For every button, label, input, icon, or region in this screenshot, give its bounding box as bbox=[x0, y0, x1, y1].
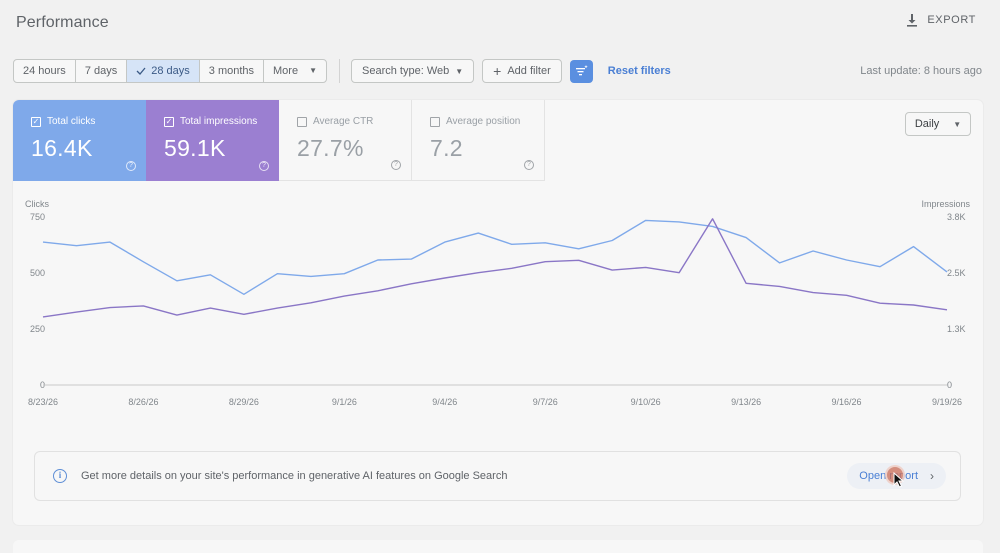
help-icon[interactable]: ? bbox=[126, 161, 136, 171]
x-tick-label: 9/1/26 bbox=[332, 397, 357, 407]
range-more-dropdown[interactable]: More ▼ bbox=[264, 60, 326, 82]
y-left-tick-label: 750 bbox=[30, 212, 45, 222]
metric-value: 59.1K bbox=[164, 135, 226, 161]
x-tick-label: 9/16/26 bbox=[832, 397, 862, 407]
x-tick-label: 9/19/26 bbox=[932, 397, 962, 407]
y-right-tick-label: 0 bbox=[947, 380, 952, 390]
open-report-button[interactable]: Open report › bbox=[847, 463, 946, 489]
checkbox-checked-icon[interactable]: ✓ bbox=[164, 116, 174, 127]
toolbar: 24 hours 7 days 28 days 3 months More ▼ … bbox=[13, 59, 982, 83]
range-28-days[interactable]: 28 days bbox=[127, 60, 200, 82]
metric-label: Total impressions bbox=[180, 116, 258, 127]
performance-card: ✓ Total clicks 16.4K ? ✓ Total impressio… bbox=[13, 100, 983, 525]
page-title: Performance bbox=[16, 14, 109, 31]
series-line-impressions bbox=[42, 218, 948, 318]
plus-icon: + bbox=[493, 63, 502, 79]
help-icon[interactable]: ? bbox=[391, 160, 401, 170]
series-line-clicks bbox=[42, 219, 948, 296]
toolbar-divider bbox=[339, 59, 340, 83]
date-range-selector: 24 hours 7 days 28 days 3 months More ▼ bbox=[13, 59, 327, 83]
range-24-hours[interactable]: 24 hours bbox=[14, 60, 76, 82]
ai-features-banner: i Get more details on your site's perfor… bbox=[34, 451, 961, 501]
metric-label: Average CTR bbox=[313, 116, 374, 127]
performance-chart: Clicks Impressions 0 250 500 750 0 1.3K 2.5K 3.8K… bbox=[25, 199, 971, 407]
next-card bbox=[13, 540, 983, 553]
x-tick-label: 9/13/26 bbox=[731, 397, 761, 407]
checkbox-unchecked-icon[interactable] bbox=[297, 116, 307, 127]
chevron-right-icon: › bbox=[930, 469, 934, 483]
metric-value: 16.4K bbox=[31, 135, 93, 161]
check-icon bbox=[136, 67, 146, 75]
metric-total-clicks[interactable]: ✓ Total clicks 16.4K ? bbox=[13, 100, 146, 181]
search-type-dropdown[interactable]: Search type: Web ▼ bbox=[351, 59, 475, 83]
last-update-text: Last update: 8 hours ago bbox=[860, 65, 982, 77]
y-right-tick-label: 3.8K bbox=[947, 212, 966, 222]
y-right-tick-label: 2.5K bbox=[947, 268, 966, 278]
download-icon bbox=[907, 14, 918, 27]
export-button[interactable]: EXPORT bbox=[905, 13, 976, 27]
y-left-tick-label: 250 bbox=[30, 324, 45, 334]
add-filter-button[interactable]: + Add filter bbox=[482, 59, 562, 83]
filter-sparkle-icon bbox=[575, 65, 588, 76]
metric-label: Average position bbox=[446, 116, 521, 127]
mouse-cursor-icon bbox=[893, 472, 905, 488]
caret-down-icon: ▼ bbox=[309, 66, 317, 75]
caret-down-icon: ▼ bbox=[953, 119, 962, 129]
y-axis-left-title: Clicks bbox=[25, 199, 49, 209]
metric-total-impressions[interactable]: ✓ Total impressions 59.1K ? bbox=[146, 100, 279, 181]
checkbox-unchecked-icon[interactable] bbox=[430, 116, 440, 127]
x-tick-label: 9/7/26 bbox=[533, 397, 558, 407]
x-tick-label: 9/4/26 bbox=[432, 397, 457, 407]
range-7-days[interactable]: 7 days bbox=[76, 60, 128, 82]
granularity-dropdown[interactable]: Daily ▼ bbox=[905, 112, 971, 136]
help-icon[interactable]: ? bbox=[259, 161, 269, 171]
banner-text: Get more details on your site's performa… bbox=[81, 470, 508, 482]
metric-average-position[interactable]: Average position 7.2 ? bbox=[412, 100, 545, 181]
export-label: EXPORT bbox=[927, 14, 976, 26]
metric-average-ctr[interactable]: Average CTR 27.7% ? bbox=[279, 100, 412, 181]
checkbox-checked-icon[interactable]: ✓ bbox=[31, 116, 41, 127]
info-icon: i bbox=[53, 469, 67, 483]
x-tick-label: 8/23/26 bbox=[28, 397, 58, 407]
x-tick-label: 9/10/26 bbox=[631, 397, 661, 407]
metric-label: Total clicks bbox=[47, 116, 96, 127]
x-tick-label: 8/26/26 bbox=[128, 397, 158, 407]
reset-filters-link[interactable]: Reset filters bbox=[607, 65, 671, 77]
metric-value: 7.2 bbox=[430, 135, 463, 161]
y-left-tick-label: 500 bbox=[30, 268, 45, 278]
metric-value: 27.7% bbox=[297, 135, 364, 161]
range-3-months[interactable]: 3 months bbox=[200, 60, 265, 82]
filter-settings-button[interactable] bbox=[569, 59, 593, 83]
caret-down-icon: ▼ bbox=[455, 66, 464, 76]
y-left-tick-label: 0 bbox=[40, 380, 45, 390]
x-tick-label: 8/29/26 bbox=[229, 397, 259, 407]
y-axis-right-title: Impressions bbox=[921, 199, 970, 209]
y-right-tick-label: 1.3K bbox=[947, 324, 966, 334]
help-icon[interactable]: ? bbox=[524, 160, 534, 170]
